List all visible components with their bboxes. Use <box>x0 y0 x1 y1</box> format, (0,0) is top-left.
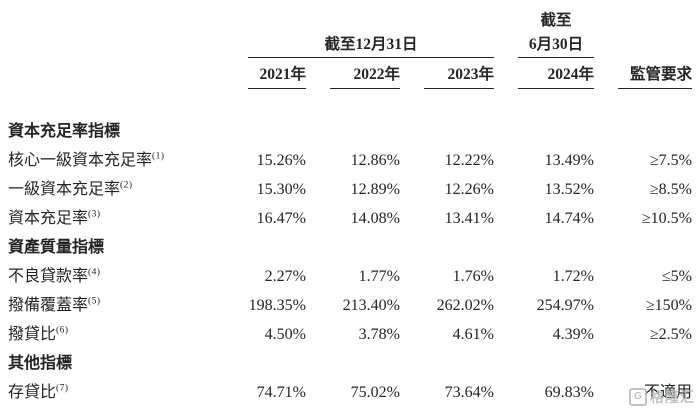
value-2021: 15.26% <box>256 152 306 169</box>
value-requirement: 不適用 <box>643 384 692 401</box>
value-2023: 262.02% <box>436 297 494 314</box>
value-2021: 2.27% <box>264 268 306 285</box>
value-requirement: ≥10.5% <box>641 210 692 227</box>
value-2021: 74.71% <box>256 384 306 401</box>
value-2021: 198.35% <box>248 297 306 314</box>
value-2021: 15.30% <box>256 181 306 198</box>
header-row-years: 2021年 2022年 2023年 2024年 監管要求 <box>8 58 692 89</box>
table-row-core-tier1-ratio: 核心一級資本充足率(1) 15.26% 12.86% 12.22% 13.49%… <box>8 146 692 175</box>
value-2022: 12.89% <box>350 181 400 198</box>
value-2024: 13.49% <box>544 152 594 169</box>
year-header-2021: 2021年 <box>248 62 306 89</box>
regulatory-indicators-table: 截至 截至12月31日 6月30日 2021年 2022年 2023年 2024… <box>8 4 692 407</box>
value-2024: 13.52% <box>544 181 594 198</box>
value-2023: 12.22% <box>444 152 494 169</box>
row-label: 資本充足率(3) <box>8 209 101 227</box>
value-2023: 4.61% <box>452 326 494 343</box>
gelonghui-logo-text: 格隆汇 <box>650 389 695 405</box>
value-requirement: ≥7.5% <box>649 152 692 169</box>
value-requirement: ≤5% <box>661 268 692 285</box>
row-label: 撥備覆蓋率(5) <box>8 296 101 314</box>
section-header-asset-quality: 資產質量指標 <box>8 239 105 256</box>
table-row-loan-to-deposit: 存貸比(7) 74.71% 75.02% 73.64% 69.83% 不適用 <box>8 378 692 407</box>
footnote-marker: (7) <box>56 383 69 394</box>
value-2022: 14.08% <box>350 210 400 227</box>
table-row-provision-coverage: 撥備覆蓋率(5) 198.35% 213.40% 262.02% 254.97%… <box>8 291 692 320</box>
value-requirement: ≥150% <box>645 297 692 314</box>
row-label: 一級資本充足率(2) <box>8 180 133 198</box>
footnote-marker: (3) <box>88 209 101 220</box>
value-2024: 14.74% <box>544 210 594 227</box>
value-2023: 1.76% <box>452 268 494 285</box>
table-row-provision-to-loan: 撥貸比(6) 4.50% 3.78% 4.61% 4.39% ≥2.5% <box>8 320 692 349</box>
regulatory-requirement-header: 監管要求 <box>618 62 692 89</box>
value-2022: 1.77% <box>358 268 400 285</box>
value-2024: 4.39% <box>552 326 594 343</box>
value-2023: 73.64% <box>444 384 494 401</box>
section-header-other: 其他指標 <box>8 355 73 372</box>
row-label: 存貸比(7) <box>8 383 69 401</box>
value-2023: 13.41% <box>444 210 494 227</box>
period-dec31-label: 截至12月31日 <box>248 32 494 58</box>
table-row-capital-adequacy-ratio: 資本充足率(3) 16.47% 14.08% 13.41% 14.74% ≥10… <box>8 204 692 233</box>
value-2024: 1.72% <box>552 268 594 285</box>
year-header-2024: 2024年 <box>518 62 594 89</box>
gelonghui-watermark: G 格隆汇 <box>629 387 695 407</box>
table-row-tier1-ratio: 一級資本充足率(2) 15.30% 12.89% 12.26% 13.52% ≥… <box>8 175 692 204</box>
footnote-marker: (5) <box>88 296 101 307</box>
value-2023: 12.26% <box>444 181 494 198</box>
footnote-marker: (2) <box>120 180 133 191</box>
value-2024: 254.97% <box>536 297 594 314</box>
year-header-2022: 2022年 <box>330 62 400 89</box>
table-row-npl-ratio: 不良貸款率(4) 2.27% 1.77% 1.76% 1.72% ≤5% <box>8 262 692 291</box>
row-label: 核心一級資本充足率(1) <box>8 151 165 169</box>
footnote-marker: (4) <box>88 267 101 278</box>
value-2024: 69.83% <box>544 384 594 401</box>
value-2022: 213.40% <box>342 297 400 314</box>
year-header-2023: 2023年 <box>424 62 494 89</box>
footnote-marker: (1) <box>152 151 165 162</box>
header-row-asof: 截至 <box>8 4 692 30</box>
footnote-marker: (6) <box>56 325 69 336</box>
row-label: 撥貸比(6) <box>8 325 69 343</box>
value-2021: 4.50% <box>264 326 306 343</box>
value-requirement: ≥8.5% <box>649 181 692 198</box>
value-2022: 3.78% <box>358 326 400 343</box>
gelonghui-logo-icon: G <box>629 388 647 406</box>
period-jun30-label: 6月30日 <box>518 32 594 58</box>
row-label: 不良貸款率(4) <box>8 267 101 285</box>
value-requirement: ≥2.5% <box>649 326 692 343</box>
header-row-periods: 截至12月31日 6月30日 <box>8 30 692 58</box>
value-2022: 12.86% <box>350 152 400 169</box>
asof-jun-label-line1: 截至 <box>540 12 572 29</box>
value-2022: 75.02% <box>350 384 400 401</box>
value-2021: 16.47% <box>256 210 306 227</box>
section-header-capital-adequacy: 資本充足率指標 <box>8 123 121 140</box>
